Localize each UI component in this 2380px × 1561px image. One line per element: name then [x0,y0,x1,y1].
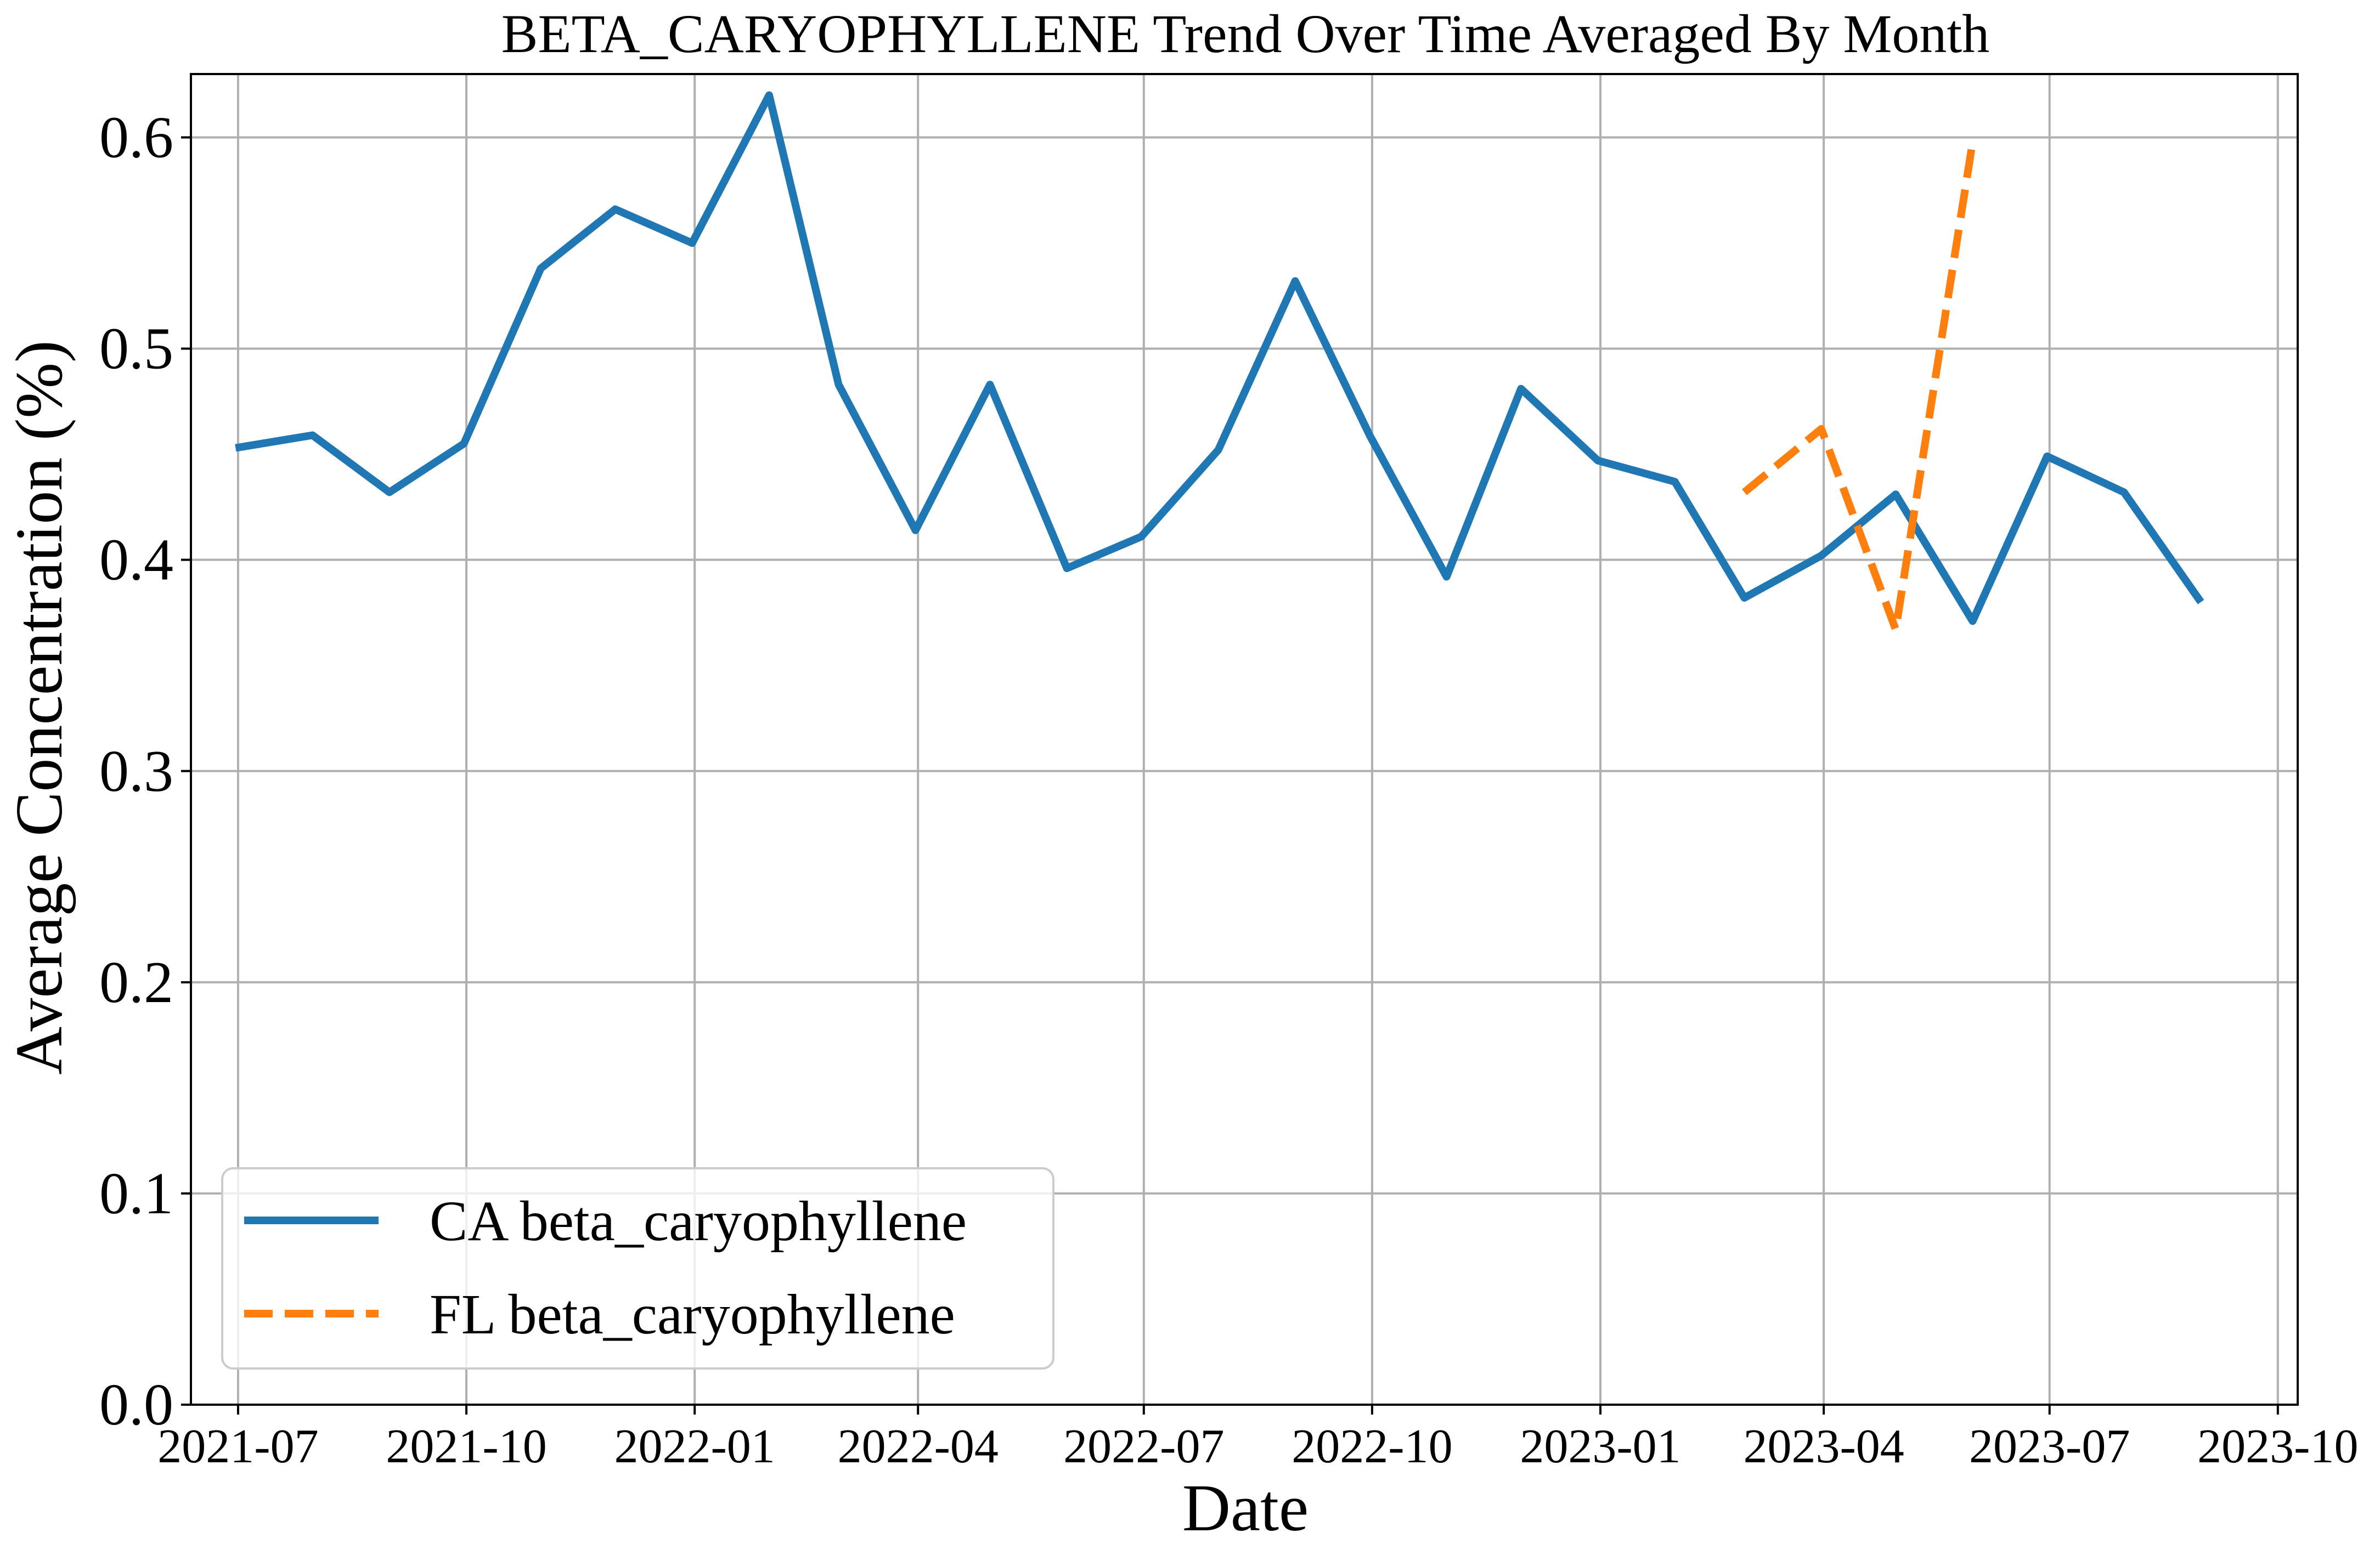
series-0-point [537,264,545,272]
series-0-point [2120,488,2128,496]
series-1-point [1740,488,1748,496]
x-tick-label: 2022-01 [614,1420,775,1473]
x-axis-label: Date [1182,1471,1309,1545]
plot-frame [190,73,2299,1406]
series-0-point [765,92,773,99]
x-tick-label: 2023-07 [1969,1420,2130,1473]
series-0-point [1137,533,1145,540]
x-tick-label: 2022-04 [838,1420,999,1473]
series-0-point [309,431,317,439]
x-tick-label: 2023-04 [1743,1420,1904,1473]
series-0-point [1969,617,1976,625]
series-0-point [1215,446,1222,454]
series-0-point [1366,431,1373,439]
x-tick-label: 2022-07 [1063,1420,1224,1473]
chart-title: BETA_CARYOPHYLLENE Trend Over Time Avera… [501,3,1989,64]
y-tick-label: 0.3 [99,739,173,804]
series-1-point [1892,626,1899,634]
series-0-point [1892,490,1899,498]
series-0-point [986,381,994,388]
series-1-point [1969,138,1976,145]
y-tick-label: 0.5 [99,316,173,382]
x-tick-label: 2023-01 [1520,1420,1680,1473]
series-0-point [1517,385,1525,393]
series-line-1 [1741,141,1977,634]
series-0-point [912,527,920,534]
y-tick-label: 0.6 [99,105,173,171]
series-0-point [1594,457,1602,465]
series-0-point [1443,573,1451,580]
series-0-point [1740,594,1748,602]
x-tick-label: 2021-10 [386,1420,546,1473]
y-tick-label: 0.0 [99,1372,173,1438]
x-tick-label: 2023-10 [2197,1420,2358,1473]
y-axis-label: Average Concentration (%) [2,340,76,1074]
series-1-point [1818,425,1825,433]
axis-ticks: 0.0 0.1 0.2 0.3 0.4 0.5 0.6 2021-07 2021-10 2022-… [99,105,2358,1473]
series-0-point [232,444,239,452]
y-tick-label: 0.1 [99,1161,173,1226]
y-tick-label: 0.2 [99,950,173,1015]
x-tick-label: 2021-07 [157,1420,318,1473]
series-0-point [1671,478,1679,485]
series-0-point [834,381,842,388]
series-0-point [1818,552,1825,559]
x-tick-label: 2022-10 [1291,1420,1452,1473]
legend-label-1: FL beta_caryophyllene [430,1283,955,1346]
series-line-0 [235,91,2204,625]
series-0-point [611,205,619,213]
series-0-point [460,440,468,448]
plot-lines [232,91,2205,634]
series-0-point [2043,453,2051,460]
legend-box [221,1167,1054,1370]
series-0-point [1063,564,1071,572]
series-0-point [689,239,696,247]
series-0-point [2197,598,2205,606]
legend: CA beta_caryophyllene FL beta_caryophylle… [221,1167,1054,1370]
y-tick-label: 0.4 [99,528,173,593]
series-0-point [386,488,393,496]
legend-label-0: CA beta_caryophyllene [430,1190,967,1253]
series-0-point [1291,277,1299,285]
